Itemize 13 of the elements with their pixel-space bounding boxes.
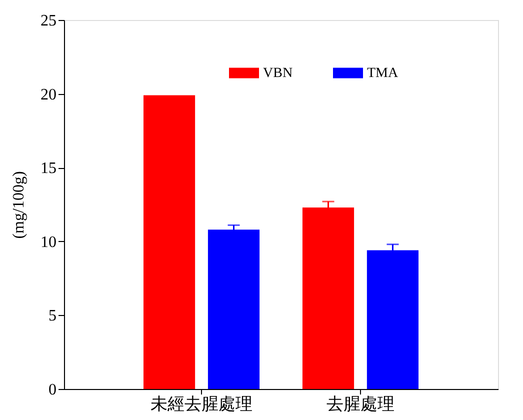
x-tick-label: 去腥處理 [326,394,394,414]
x-tick-label: 未經去腥處理 [150,394,253,414]
y-tick-label: 10 [40,234,56,251]
legend-label: TMA [367,66,399,81]
y-tick-label: 25 [40,12,56,30]
bar [208,230,260,389]
y-tick-label: 0 [48,382,56,398]
y-tick-label: 5 [48,308,56,325]
bar [143,95,196,389]
legend-label: VBN [263,66,293,81]
y-axis-title: (mg/100g) [10,171,28,239]
y-tick-label: 15 [40,160,56,178]
y-tick-label: 20 [40,86,56,104]
